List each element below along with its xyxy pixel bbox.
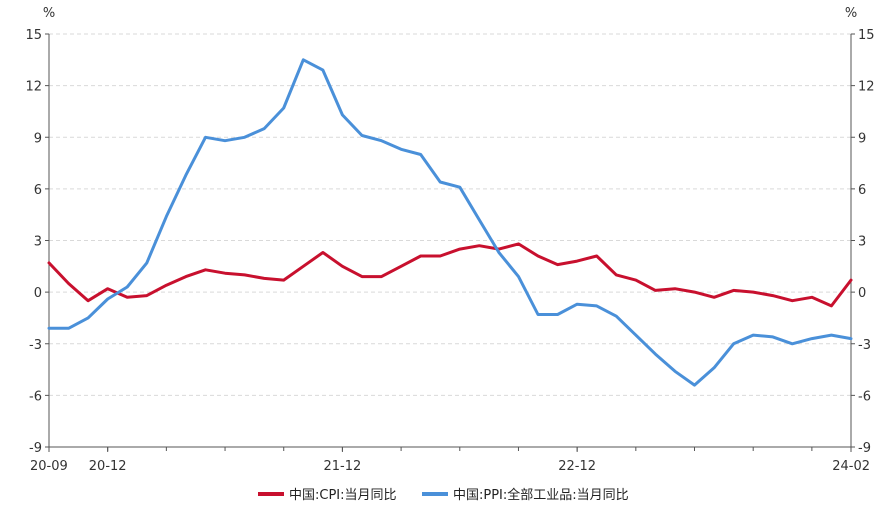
right-axis-unit-label: %	[845, 6, 857, 21]
y-tick-label-left: 15	[25, 28, 42, 43]
y-tick-label-left: 3	[34, 235, 42, 250]
grid-lines	[49, 33, 851, 396]
y-tick-label-left: 9	[34, 131, 42, 146]
series-line-2	[47, 58, 853, 387]
y-tick-label-right: -3	[858, 338, 871, 353]
x-tick-labels: 20-09 20-12 21-12 22-12 24-02	[30, 459, 870, 474]
x-tick-label: 22-12	[558, 459, 596, 474]
y-tick-label-right: 3	[858, 235, 866, 250]
y-tick-label-left: 6	[34, 183, 42, 198]
y-tick-label-right: 0	[858, 286, 866, 301]
axes	[45, 33, 855, 452]
x-tick-label: 24-02	[832, 459, 870, 474]
y-tick-label-left: -6	[29, 389, 42, 404]
y-tick-label-left: -3	[29, 338, 42, 353]
legend-label-2: 中国:PPI:全部工业品:当月同比	[453, 487, 629, 503]
y-tick-label-right: 6	[858, 183, 866, 198]
y-tick-label-right: -9	[858, 441, 871, 456]
series-lines	[47, 58, 853, 387]
series-line-1	[47, 242, 853, 308]
y-tick-label-right: 12	[858, 80, 875, 95]
x-tick-label: 21-12	[324, 459, 362, 474]
y-tick-label-left: 0	[34, 286, 42, 301]
y-tick-labels: 15 15 12 12 9 9 6 6 3 3 0 0 -3 -3 -6 -6 -9 -9	[25, 28, 874, 456]
y-tick-label-left: -9	[29, 441, 42, 456]
x-tick-label: 20-12	[89, 459, 127, 474]
legend-label-1: 中国:CPI:当月同比	[289, 488, 397, 503]
y-tick-label-left: 12	[25, 80, 42, 95]
y-tick-label-right: 9	[858, 131, 866, 146]
y-tick-label-right: 15	[858, 28, 875, 43]
legend: 中国:CPI:当月同比 中国:PPI:全部工业品:当月同比	[258, 487, 629, 503]
left-axis-unit-label: %	[43, 6, 55, 21]
x-tick-label: 20-09	[30, 459, 68, 474]
y-tick-label-right: -6	[858, 389, 871, 404]
